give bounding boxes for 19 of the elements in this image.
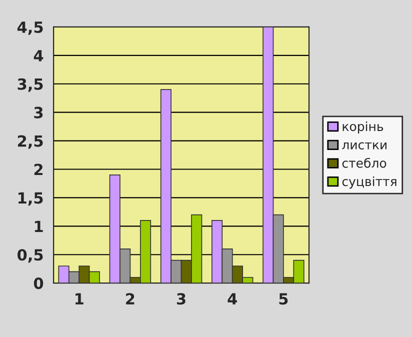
- legend-label: листки: [342, 142, 386, 150]
- legend-label: суцвіття: [342, 176, 396, 189]
- x-tick-label: 4: [228, 293, 237, 304]
- y-tick-label: 0: [34, 278, 44, 290]
- y-tick-label: 2,5: [18, 135, 43, 149]
- y-tick-label: 1: [34, 220, 43, 232]
- y-tick-label: 0,5: [18, 249, 43, 263]
- legend-label: стебло: [342, 158, 386, 168]
- y-tick-label: 3: [34, 106, 43, 118]
- y-tick-label: 2: [34, 164, 43, 176]
- y-tick-label: 4: [34, 50, 44, 62]
- y-tick-label: 3,5: [18, 78, 43, 92]
- x-tick-label: 3: [176, 293, 186, 305]
- x-tick-label: 2: [126, 293, 134, 304]
- legend-label: корінь: [342, 121, 384, 134]
- y-tick-label: 4,5: [17, 22, 43, 35]
- y-tick-label: 1,5: [18, 192, 43, 206]
- x-tick-label: 5: [279, 293, 288, 305]
- x-tick-label: 1: [76, 293, 84, 304]
